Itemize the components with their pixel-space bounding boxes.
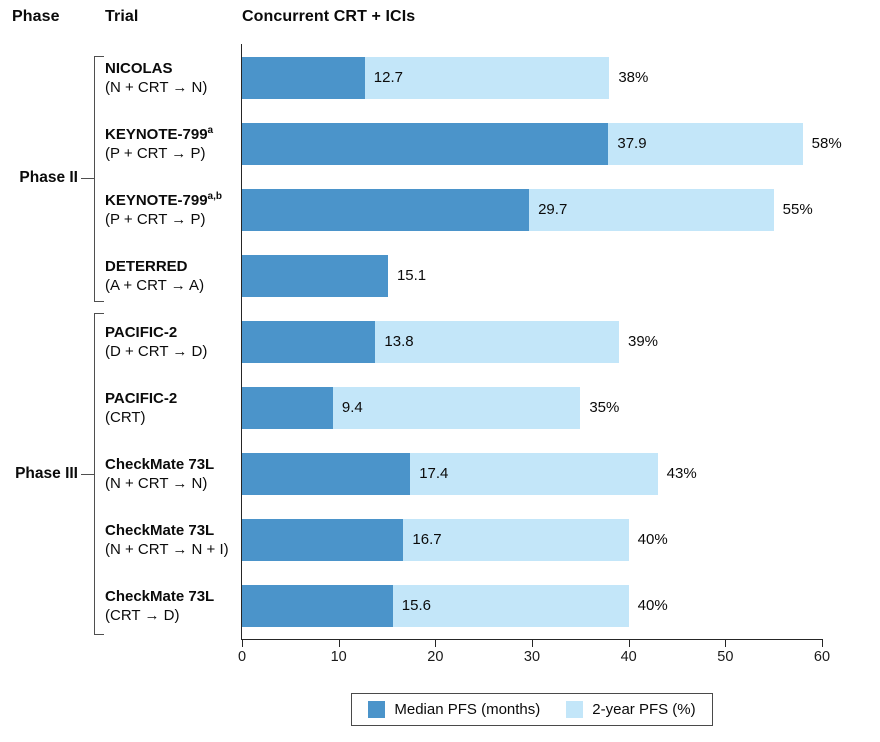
two-year-pfs-value: 35% [589, 399, 620, 416]
chart-row: 38% 12.7 [242, 45, 822, 111]
chart-row: 43% 17.4 [242, 441, 822, 507]
two-year-pfs-value: 39% [628, 333, 659, 350]
chart-row: 58% 37.9 [242, 111, 842, 177]
x-axis-tick-label: 10 [330, 649, 347, 665]
phase-iii-label: Phase III [15, 465, 78, 482]
median-pfs-bar [242, 387, 333, 429]
trial-label: CheckMate 73L (CRT → D) [105, 573, 240, 639]
trial-protocol: (P + CRT → P) [105, 145, 206, 162]
trial-label: DETERRED (A + CRT → A) [105, 243, 240, 309]
trial-protocol: (N + CRT → N) [105, 475, 208, 492]
median-pfs-value: 13.8 [384, 333, 414, 350]
trial-protocol: (D + CRT → D) [105, 343, 208, 360]
legend-swatch-icon [368, 701, 386, 718]
trial-name: CheckMate 73L [105, 522, 215, 539]
x-axis-tick-mark [532, 640, 533, 647]
median-pfs-value: 15.6 [401, 597, 431, 614]
trial-label: CheckMate 73L (N + CRT → N) [105, 441, 240, 507]
two-year-pfs-value: 40% [637, 597, 668, 614]
chart-row: 15.1 [242, 243, 822, 309]
trial-protocol: (CRT → D) [105, 607, 180, 624]
phase-iii-connector-line [81, 474, 94, 475]
trial-name: PACIFIC-2 [105, 324, 178, 341]
median-pfs-bar [242, 519, 404, 561]
x-axis-line [241, 639, 823, 640]
chart-row: 40% 16.7 [242, 507, 822, 573]
phase-ii-label: Phase II [19, 169, 78, 186]
trial-name: CheckMate 73L [105, 456, 215, 473]
legend-label: 2-year PFS (%) [592, 701, 696, 718]
chart-row: 35% 9.4 [242, 375, 822, 441]
x-axis-tick-label: 50 [717, 649, 734, 665]
x-axis-tick-mark [628, 640, 630, 647]
trial-label: PACIFIC-2 (D + CRT → D) [105, 309, 240, 375]
two-year-pfs-value: 43% [666, 465, 697, 482]
x-axis-tick-label: 30 [523, 649, 541, 665]
trial-name: CheckMate 73L [105, 588, 215, 605]
two-year-pfs-value: 40% [637, 531, 668, 548]
legend: Median PFS (months) 2-year PFS (%) [242, 693, 822, 726]
median-pfs-value: 17.4 [419, 465, 449, 482]
trial-protocol: (N + CRT → N + I) [105, 541, 229, 558]
legend-item: 2-year PFS (%) [566, 701, 696, 718]
two-year-pfs-value: 58% [811, 135, 842, 152]
legend-swatch-icon [566, 701, 584, 718]
median-pfs-bar [242, 255, 388, 297]
median-pfs-value: 37.9 [617, 135, 647, 152]
x-axis-tick-mark [338, 640, 340, 647]
median-pfs-value: 9.4 [341, 399, 363, 416]
x-axis-tick-mark [725, 640, 727, 647]
median-pfs-bar [242, 189, 530, 231]
median-pfs-value: 16.7 [412, 531, 442, 548]
x-axis-tick-mark [435, 640, 437, 647]
plot-area: 38% 12.7 58% 37.9 55% 29.7 15.1 39% 13.8 35% 9.4 43… [238, 44, 842, 665]
x-axis-tick-mark [822, 640, 823, 647]
median-pfs-bar [242, 57, 365, 99]
two-year-pfs-value: 38% [618, 69, 649, 86]
median-pfs-value: 12.7 [373, 69, 403, 86]
x-axis-tick-label: 20 [427, 649, 444, 665]
legend-label: Median PFS (months) [394, 701, 541, 718]
chart-title: Concurrent CRT + ICIs [242, 8, 416, 25]
median-pfs-bar [242, 585, 393, 627]
median-pfs-value: 29.7 [538, 201, 568, 218]
trial-protocol: (N + CRT → N) [105, 79, 208, 96]
x-axis-tick-label: 60 [813, 649, 831, 665]
trial-protocol: (A + CRT → A) [105, 277, 205, 294]
x-axis-tick-label: 40 [620, 649, 637, 665]
chart-row: 55% 29.7 [242, 177, 822, 243]
trial-name: DETERRED [105, 258, 188, 275]
legend-box: Median PFS (months) 2-year PFS (%) [351, 693, 713, 726]
chart-row: 40% 15.6 [242, 573, 822, 639]
phase-ii-bracket [94, 56, 104, 302]
legend-item: Median PFS (months) [368, 701, 540, 718]
trial-label: KEYNOTE-799a (P + CRT → P) [105, 111, 240, 177]
phase-ii-connector-line [81, 178, 94, 179]
trial-label: CheckMate 73L (N + CRT → N + I) [105, 507, 240, 573]
trial-label: NICOLAS (N + CRT → N) [105, 45, 240, 111]
median-pfs-bar [242, 123, 609, 165]
trial-footnote-marker: a [207, 125, 214, 136]
phase-iii-bracket [94, 313, 104, 635]
trial-name: KEYNOTE-799a,b [105, 191, 222, 210]
median-pfs-bar [242, 321, 376, 363]
phase-column-header: Phase [12, 8, 60, 25]
median-pfs-bar [242, 453, 411, 495]
trial-label: KEYNOTE-799a,b (P + CRT → P) [105, 177, 240, 243]
trial-column-header: Trial [105, 8, 139, 25]
y-axis-line [241, 44, 242, 640]
two-year-pfs-value: 55% [782, 201, 813, 218]
trial-footnote-marker: a,b [207, 191, 222, 202]
median-pfs-value: 15.1 [396, 267, 427, 284]
trial-protocol: (CRT) [105, 409, 146, 426]
trial-name: PACIFIC-2 [105, 390, 178, 407]
x-axis-tick-label: 0 [237, 649, 247, 665]
trial-label: PACIFIC-2 (CRT) [105, 375, 240, 441]
x-axis-tick-mark [242, 640, 243, 647]
trial-name: KEYNOTE-799a [105, 125, 214, 144]
trial-protocol: (P + CRT → P) [105, 211, 206, 228]
chart-row: 39% 13.8 [242, 309, 822, 375]
trial-name: NICOLAS [105, 60, 173, 77]
